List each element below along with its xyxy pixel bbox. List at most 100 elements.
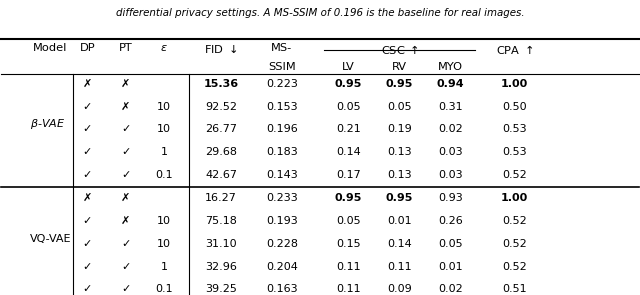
Text: ✓: ✓ — [121, 239, 131, 249]
Text: ✓: ✓ — [83, 284, 92, 294]
Text: CPA $\uparrow$: CPA $\uparrow$ — [495, 43, 533, 56]
Text: FID $\downarrow$: FID $\downarrow$ — [204, 43, 238, 55]
Text: LV: LV — [342, 62, 355, 72]
Text: ✗: ✗ — [121, 193, 131, 203]
Text: 92.52: 92.52 — [205, 101, 237, 112]
Text: 0.50: 0.50 — [502, 101, 527, 112]
Text: ✗: ✗ — [121, 216, 131, 226]
Text: 0.193: 0.193 — [266, 216, 298, 226]
Text: 1.00: 1.00 — [500, 79, 528, 89]
Text: 0.153: 0.153 — [266, 101, 298, 112]
Text: 10: 10 — [157, 216, 171, 226]
Text: 0.53: 0.53 — [502, 124, 527, 134]
Text: ✓: ✓ — [121, 124, 131, 134]
Text: 1: 1 — [161, 147, 168, 157]
Text: 0.05: 0.05 — [337, 216, 361, 226]
Text: 10: 10 — [157, 124, 171, 134]
Text: 0.228: 0.228 — [266, 239, 298, 249]
Text: 0.15: 0.15 — [337, 239, 361, 249]
Text: 0.51: 0.51 — [502, 284, 527, 294]
Text: 0.02: 0.02 — [438, 284, 463, 294]
Text: 0.95: 0.95 — [386, 193, 413, 203]
Text: ✓: ✓ — [83, 147, 92, 157]
Text: PT: PT — [119, 43, 132, 53]
Text: CSC $\uparrow$: CSC $\uparrow$ — [381, 43, 419, 56]
Text: 0.26: 0.26 — [438, 216, 463, 226]
Text: 0.19: 0.19 — [387, 124, 412, 134]
Text: 0.233: 0.233 — [266, 193, 298, 203]
Text: 15.36: 15.36 — [204, 79, 239, 89]
Text: 39.25: 39.25 — [205, 284, 237, 294]
Text: differential privacy settings. A MS-SSIM of 0.196 is the baseline for real image: differential privacy settings. A MS-SSIM… — [116, 8, 524, 18]
Text: 0.03: 0.03 — [438, 147, 463, 157]
Text: 0.14: 0.14 — [336, 147, 361, 157]
Text: 16.27: 16.27 — [205, 193, 237, 203]
Text: 0.183: 0.183 — [266, 147, 298, 157]
Text: ✓: ✓ — [83, 216, 92, 226]
Text: MYO: MYO — [438, 62, 463, 72]
Text: 0.09: 0.09 — [387, 284, 412, 294]
Text: 0.93: 0.93 — [438, 193, 463, 203]
Text: ✓: ✓ — [83, 170, 92, 180]
Text: 1.00: 1.00 — [500, 193, 528, 203]
Text: ✓: ✓ — [121, 262, 131, 272]
Text: $\beta$-VAE: $\beta$-VAE — [30, 117, 65, 131]
Text: 0.02: 0.02 — [438, 124, 463, 134]
Text: ✓: ✓ — [83, 239, 92, 249]
Text: 0.14: 0.14 — [387, 239, 412, 249]
Text: 0.31: 0.31 — [438, 101, 463, 112]
Text: 0.1: 0.1 — [155, 284, 173, 294]
Text: ✓: ✓ — [83, 262, 92, 272]
Text: 10: 10 — [157, 239, 171, 249]
Text: 42.67: 42.67 — [205, 170, 237, 180]
Text: VQ-VAE: VQ-VAE — [30, 234, 72, 244]
Text: DP: DP — [79, 43, 95, 53]
Text: ✓: ✓ — [83, 124, 92, 134]
Text: $\epsilon$: $\epsilon$ — [160, 43, 168, 53]
Text: ✗: ✗ — [121, 101, 131, 112]
Text: 0.52: 0.52 — [502, 262, 527, 272]
Text: 0.95: 0.95 — [386, 79, 413, 89]
Text: 0.52: 0.52 — [502, 239, 527, 249]
Text: 0.01: 0.01 — [438, 262, 463, 272]
Text: Model: Model — [33, 43, 68, 53]
Text: 0.11: 0.11 — [337, 284, 361, 294]
Text: RV: RV — [392, 62, 407, 72]
Text: 0.163: 0.163 — [266, 284, 298, 294]
Text: 31.10: 31.10 — [205, 239, 237, 249]
Text: 0.196: 0.196 — [266, 124, 298, 134]
Text: 0.21: 0.21 — [336, 124, 361, 134]
Text: 75.18: 75.18 — [205, 216, 237, 226]
Text: 0.13: 0.13 — [387, 170, 412, 180]
Text: 0.94: 0.94 — [437, 79, 465, 89]
Text: 0.03: 0.03 — [438, 170, 463, 180]
Text: 26.77: 26.77 — [205, 124, 237, 134]
Text: 0.52: 0.52 — [502, 216, 527, 226]
Text: 0.17: 0.17 — [336, 170, 361, 180]
Text: 29.68: 29.68 — [205, 147, 237, 157]
Text: ✗: ✗ — [83, 79, 92, 89]
Text: 0.05: 0.05 — [387, 101, 412, 112]
Text: 0.52: 0.52 — [502, 170, 527, 180]
Text: 0.11: 0.11 — [337, 262, 361, 272]
Text: 0.1: 0.1 — [155, 170, 173, 180]
Text: 1: 1 — [161, 262, 168, 272]
Text: 0.53: 0.53 — [502, 147, 527, 157]
Text: 0.143: 0.143 — [266, 170, 298, 180]
Text: ✓: ✓ — [121, 147, 131, 157]
Text: 0.01: 0.01 — [387, 216, 412, 226]
Text: 0.204: 0.204 — [266, 262, 298, 272]
Text: 0.95: 0.95 — [335, 193, 362, 203]
Text: 0.05: 0.05 — [337, 101, 361, 112]
Text: 0.05: 0.05 — [438, 239, 463, 249]
Text: ✗: ✗ — [121, 79, 131, 89]
Text: SSIM: SSIM — [268, 62, 296, 72]
Text: 32.96: 32.96 — [205, 262, 237, 272]
Text: 0.223: 0.223 — [266, 79, 298, 89]
Text: 0.11: 0.11 — [387, 262, 412, 272]
Text: ✓: ✓ — [121, 284, 131, 294]
Text: ✗: ✗ — [83, 193, 92, 203]
Text: 0.95: 0.95 — [335, 79, 362, 89]
Text: MS-: MS- — [271, 43, 292, 53]
Text: ✓: ✓ — [83, 101, 92, 112]
